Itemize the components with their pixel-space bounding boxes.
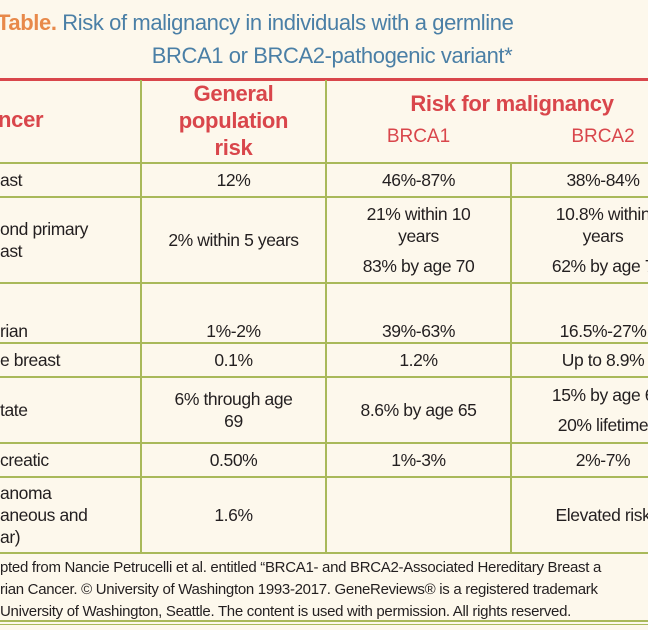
cell-line: 15% by age 6 xyxy=(551,385,648,405)
footnote-line: University of Washington, Seattle. The c… xyxy=(0,603,572,620)
cell-line: 10.8% within xyxy=(555,204,648,224)
cell-line: 1%-3% xyxy=(391,450,446,470)
cell-brca2: 38%-84% xyxy=(512,164,648,196)
cell-general: 2% within 5 years xyxy=(142,198,325,282)
bottom-rule xyxy=(0,624,648,625)
cell-line: ast xyxy=(0,170,23,190)
cell-line: 69 xyxy=(224,411,243,431)
cell-line: 1.2% xyxy=(399,350,438,370)
cell-cancer: e breast xyxy=(0,344,138,376)
header-cancer: ncer xyxy=(0,107,44,132)
cell-cancer: ond primary ast xyxy=(0,198,138,282)
header-line: General xyxy=(193,81,274,106)
cell-brca1 xyxy=(327,478,510,552)
cell-brca2: Up to 8.9% xyxy=(512,344,648,376)
cell-brca2: 15% by age 6 20% lifetime xyxy=(512,378,648,442)
cell-brca2: Elevated risk xyxy=(512,478,648,552)
header-general-population-risk: General population risk xyxy=(142,80,325,161)
cell-brca1: 21% within 10 years 83% by age 70 xyxy=(327,198,510,282)
header-brca1: BRCA1 xyxy=(386,126,451,147)
cell-line: 21% within 10 xyxy=(366,204,471,224)
cell-cancer: rian xyxy=(0,284,138,346)
row-divider xyxy=(0,342,648,344)
table-label: Table. xyxy=(0,10,57,35)
cell-line: 83% by age 70 xyxy=(362,256,475,276)
header-risk-for-malignancy: Risk for malignancy xyxy=(410,91,614,116)
footnote: pted from Nancie Petrucelli et al. entit… xyxy=(0,557,648,623)
row-divider xyxy=(0,196,648,198)
cell-line: 46%-87% xyxy=(381,170,456,190)
cell-line: 6% through age xyxy=(174,389,293,409)
cell-line: Up to 8.9% xyxy=(561,350,645,370)
cell-line: 2%-7% xyxy=(575,450,631,470)
header-line: population xyxy=(178,108,289,133)
row-divider xyxy=(0,162,648,164)
row-divider xyxy=(0,376,648,378)
cell-brca1: 39%-63% xyxy=(327,284,510,346)
cell-line: Elevated risk xyxy=(555,505,648,525)
cell-general: 12% xyxy=(142,164,325,196)
cell-cancer: anoma aneous and ar) xyxy=(0,478,138,552)
cell-brca1: 46%-87% xyxy=(327,164,510,196)
cell-line: 0.50% xyxy=(209,450,258,470)
cell-line: creatic xyxy=(0,450,49,470)
cell-cancer: ast xyxy=(0,164,138,196)
cell-line: ond primary xyxy=(0,219,88,239)
cell-line: aneous and xyxy=(0,505,88,525)
row-divider xyxy=(0,442,648,444)
cell-general: 1.6% xyxy=(142,478,325,552)
footnote-line: rian Cancer. © University of Washington … xyxy=(0,581,598,598)
cell-cancer: tate xyxy=(0,378,138,442)
cell-brca2: 10.8% within years 62% by age 7 xyxy=(512,198,648,282)
cell-general: 0.50% xyxy=(142,444,325,476)
cell-line: ast xyxy=(0,241,23,261)
cell-brca2: 2%-7% xyxy=(512,444,648,476)
cell-line: years xyxy=(398,226,439,246)
row-divider xyxy=(0,552,648,554)
cell-general: 6% through age 69 xyxy=(142,378,325,442)
cell-line: 16.5%-27% xyxy=(559,321,647,341)
cell-line: 39%-63% xyxy=(381,321,456,341)
cell-line: 12% xyxy=(216,170,251,190)
bottom-rule xyxy=(0,620,648,622)
header-top-rule xyxy=(0,78,648,81)
cell-line: anoma xyxy=(0,483,52,503)
cell-line: 1%-2% xyxy=(206,321,261,341)
row-divider xyxy=(0,476,648,478)
title-text: Risk of malignancy in individuals with a… xyxy=(62,10,514,35)
cell-brca2: 16.5%-27% xyxy=(512,284,648,346)
cell-brca1: 8.6% by age 65 xyxy=(327,378,510,442)
cell-line: tate xyxy=(0,400,28,420)
cell-line: ar) xyxy=(0,527,21,547)
column-divider xyxy=(140,80,142,553)
header-brca2: BRCA2 xyxy=(571,126,635,147)
cell-line: 38%-84% xyxy=(566,170,640,190)
cell-line: 0.1% xyxy=(214,350,253,370)
cell-line: e breast xyxy=(0,350,61,370)
column-divider xyxy=(325,80,327,553)
cell-general: 0.1% xyxy=(142,344,325,376)
table-title-line2: BRCA1 or BRCA2-pathogenic variant* xyxy=(151,43,513,68)
cell-line: 2% within 5 years xyxy=(168,230,299,250)
cell-cancer: creatic xyxy=(0,444,138,476)
cell-brca1: 1.2% xyxy=(327,344,510,376)
cell-line: 1.6% xyxy=(214,505,253,525)
cell-line: 62% by age 7 xyxy=(551,256,648,276)
cell-brca1: 1%-3% xyxy=(327,444,510,476)
row-divider xyxy=(0,282,648,284)
cell-line: rian xyxy=(0,321,28,341)
header-line: risk xyxy=(214,135,253,160)
cell-line: years xyxy=(582,226,624,246)
footnote-line: pted from Nancie Petrucelli et al. entit… xyxy=(0,559,602,576)
cell-general: 1%-2% xyxy=(142,284,325,346)
table-title-line1: Table. Risk of malignancy in individuals… xyxy=(0,10,645,36)
cell-line: 8.6% by age 65 xyxy=(360,400,477,420)
column-divider xyxy=(510,163,512,553)
cell-line: 20% lifetime xyxy=(557,415,648,435)
